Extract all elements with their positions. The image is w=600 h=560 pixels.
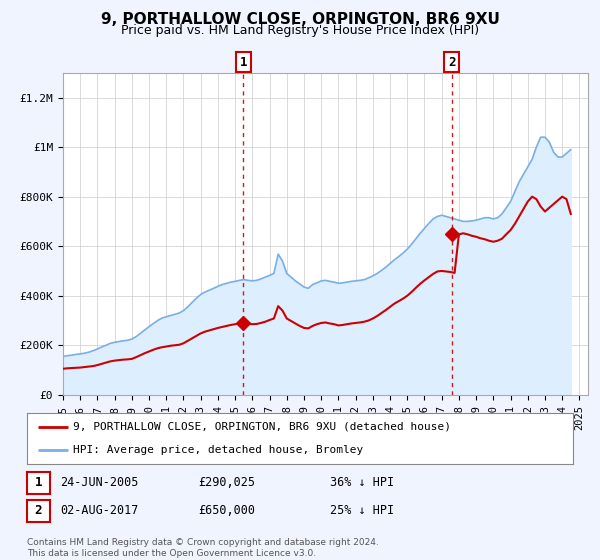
Text: This data is licensed under the Open Government Licence v3.0.: This data is licensed under the Open Gov…: [27, 549, 316, 558]
Text: HPI: Average price, detached house, Bromley: HPI: Average price, detached house, Brom…: [73, 445, 364, 455]
Text: 25% ↓ HPI: 25% ↓ HPI: [330, 504, 394, 517]
Text: 36% ↓ HPI: 36% ↓ HPI: [330, 476, 394, 489]
Text: Price paid vs. HM Land Registry's House Price Index (HPI): Price paid vs. HM Land Registry's House …: [121, 24, 479, 37]
Text: 02-AUG-2017: 02-AUG-2017: [60, 504, 139, 517]
Text: 9, PORTHALLOW CLOSE, ORPINGTON, BR6 9XU (detached house): 9, PORTHALLOW CLOSE, ORPINGTON, BR6 9XU …: [73, 422, 451, 432]
Text: Contains HM Land Registry data © Crown copyright and database right 2024.: Contains HM Land Registry data © Crown c…: [27, 538, 379, 547]
Text: 2: 2: [448, 55, 455, 69]
Text: 9, PORTHALLOW CLOSE, ORPINGTON, BR6 9XU: 9, PORTHALLOW CLOSE, ORPINGTON, BR6 9XU: [101, 12, 499, 27]
Text: 2: 2: [35, 504, 42, 517]
Text: 1: 1: [35, 476, 42, 489]
Text: £290,025: £290,025: [198, 476, 255, 489]
Text: 1: 1: [240, 55, 247, 69]
Text: 24-JUN-2005: 24-JUN-2005: [60, 476, 139, 489]
Text: £650,000: £650,000: [198, 504, 255, 517]
